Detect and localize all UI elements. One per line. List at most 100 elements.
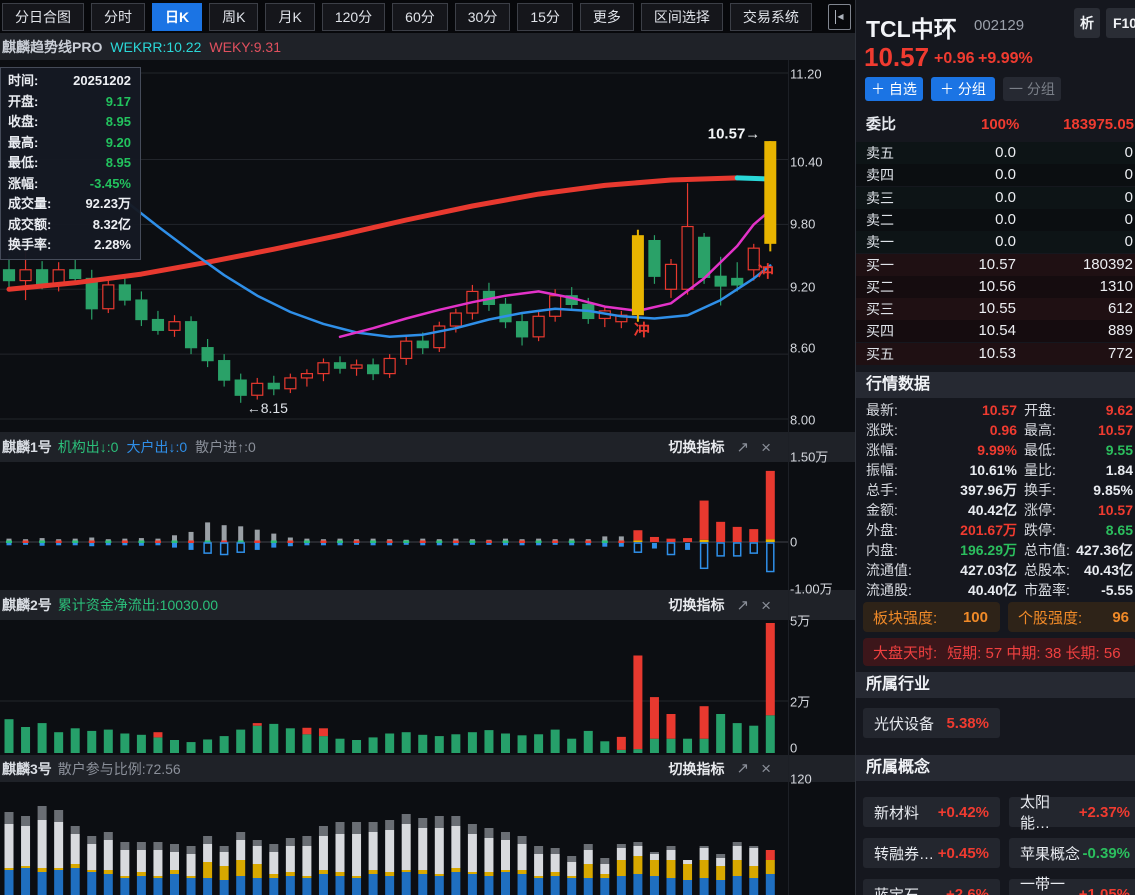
quote-label: 换手: [1024, 482, 1056, 498]
quote-panel: TCL中环 002129 析 F10 10.57 +0.96 +9.99% ＋ … [855, 0, 1135, 895]
quote-label: 市盈率: [1024, 582, 1070, 598]
quote-label: 总手: [866, 482, 898, 498]
quote-label: 涨幅: [866, 442, 898, 458]
collapse-panel-icon-arrow: ◀ [837, 12, 844, 21]
bid-row[interactable]: 买四 10.54 889 [856, 320, 1135, 343]
tooltip-value: 9.17 [105, 93, 131, 109]
switch-indicator-button[interactable]: 切换指标 [668, 439, 725, 455]
last-price: 10.57 [864, 42, 930, 72]
quote-label: 最新: [866, 402, 898, 418]
expand-icon[interactable]: ↗ [736, 438, 750, 456]
level-price: 0.0 [995, 210, 1016, 228]
chip-太阳能…[interactable]: 太阳能… +2.37% [1009, 794, 1135, 832]
quote-row: 总手: 397.96万 换手: 9.85% [856, 480, 1135, 500]
close-icon[interactable]: × [761, 759, 771, 778]
chip-蓝宝石[interactable]: 蓝宝石 +2.6% [863, 879, 1000, 895]
tooltip-value: 8.32亿 [92, 216, 131, 232]
pane-title: 麒麟2号 [2, 597, 52, 613]
axis-label-main-9.20: 9.20 [790, 279, 816, 295]
chip-value: 5.38% [946, 714, 989, 732]
chip-一带一路[interactable]: 一带一路 +1.05% [1009, 876, 1135, 895]
add-group-button[interactable]: ＋ 分组 [931, 77, 995, 101]
level-label: 卖五 [866, 145, 894, 161]
axis-label-pane3-120: 120 [790, 771, 812, 787]
quote-value: 1.84 [1105, 462, 1133, 478]
stock-strength-box: 个股强度: 96 [1008, 602, 1135, 632]
quote-label: 开盘: [1024, 402, 1056, 418]
quote-value: 40.43亿 [1083, 562, 1133, 578]
tooltip-label: 涨幅: [8, 175, 39, 191]
pane3-chart[interactable] [0, 782, 788, 895]
level-label: 买四 [866, 323, 894, 340]
industry-section-header: 所属行业 [856, 672, 1135, 698]
quote-value: 9.99% [977, 442, 1017, 458]
chip-新材料[interactable]: 新材料 +0.42% [863, 797, 1000, 827]
stock-strength-value: 96 [1112, 608, 1129, 626]
bid-row[interactable]: 买五 10.53 772 [856, 342, 1135, 365]
ask-row[interactable]: 卖五 0.0 0 [856, 142, 1135, 164]
tab-周K[interactable]: 周K [209, 2, 259, 31]
chip-value: +1.05% [1078, 885, 1130, 895]
tab-60分[interactable]: 60分 [392, 2, 448, 31]
tab-15分[interactable]: 15分 [517, 2, 573, 31]
tooltip-value: 2.28% [94, 237, 131, 252]
ask-row[interactable]: 卖四 0.0 0 [856, 164, 1135, 187]
pane1-chart[interactable] [0, 462, 788, 590]
tab-分日合图[interactable]: 分日合图 [2, 2, 84, 31]
quote-value: 9.62 [1105, 402, 1133, 418]
pane2-chart[interactable] [0, 620, 788, 755]
quote-value: 9.85% [1093, 482, 1133, 498]
tooltip-row-8: 换手率: 2.28% [1, 235, 140, 256]
bid-row[interactable]: 买一 10.57 180392 [856, 253, 1135, 276]
tab-更多[interactable]: 更多 [579, 2, 634, 31]
remove-group-button[interactable]: 一 分组 [1003, 77, 1061, 101]
chip-苹果概念[interactable]: 苹果概念 -0.39% [1009, 838, 1135, 868]
expand-icon[interactable]: ↗ [736, 596, 750, 614]
chip-光伏设备[interactable]: 光伏设备 5.38% [863, 708, 1000, 738]
quote-value: 40.40亿 [967, 582, 1017, 598]
quote-label: 跌停: [1024, 522, 1056, 538]
bid-row[interactable]: 买二 10.56 1310 [856, 275, 1135, 298]
tooltip-row-7: 成交额: 8.32亿 [1, 215, 140, 236]
sector-strength-label: 板块强度: [873, 609, 938, 627]
tooltip-value: 9.20 [105, 134, 131, 150]
tab-30分[interactable]: 30分 [454, 2, 511, 31]
indicator-value-2: 散户进↑:0 [195, 439, 256, 455]
level-volume: 0 [1124, 188, 1133, 206]
chip-转融券…[interactable]: 转融券… +0.45% [863, 838, 1000, 868]
quote-label: 最高: [1024, 422, 1056, 438]
tab-分时[interactable]: 分时 [91, 2, 145, 31]
tooltip-row-1: 开盘: 9.17 [1, 92, 140, 113]
collapse-panel-icon[interactable]: ◀ [828, 4, 851, 30]
quote-label: 涨跌: [866, 422, 898, 438]
level-volume: 0 [1124, 233, 1133, 251]
add-watchlist-button[interactable]: ＋ 自选 [865, 77, 923, 101]
stock-name: TCL中环 [866, 16, 957, 42]
switch-indicator-button[interactable]: 切换指标 [668, 597, 725, 613]
ask-row[interactable]: 卖二 0.0 0 [856, 208, 1135, 231]
f10-button[interactable]: F10 [1106, 8, 1135, 38]
switch-indicator-button[interactable]: 切换指标 [668, 760, 725, 777]
chip-value: +2.6% [946, 885, 989, 895]
bid-row[interactable]: 买三 10.55 612 [856, 298, 1135, 321]
expand-icon[interactable]: ↗ [736, 760, 750, 777]
level-price: 10.56 [978, 277, 1016, 295]
level-price: 10.54 [978, 322, 1016, 340]
close-icon[interactable]: × [761, 595, 771, 615]
tab-日K[interactable]: 日K [152, 2, 203, 31]
quote-value: 10.57 [981, 402, 1017, 418]
ask-row[interactable]: 卖三 0.0 0 [856, 186, 1135, 209]
svg-text:冲: 冲 [758, 262, 774, 281]
indicator-value-2: WEKY:9.31 [209, 38, 281, 55]
tab-区间选择[interactable]: 区间选择 [640, 2, 723, 31]
sector-strength-value: 100 [962, 608, 988, 626]
close-icon[interactable]: × [761, 437, 771, 457]
tab-交易系统[interactable]: 交易系统 [729, 2, 812, 31]
axis-label-main-9.80: 9.80 [790, 216, 816, 232]
analyze-button[interactable]: 析 [1074, 8, 1100, 38]
tab-120分[interactable]: 120分 [321, 2, 386, 31]
quote-label: 外盘: [866, 522, 898, 538]
ask-row[interactable]: 卖一 0.0 0 [856, 231, 1135, 254]
tab-月K[interactable]: 月K [265, 2, 315, 31]
